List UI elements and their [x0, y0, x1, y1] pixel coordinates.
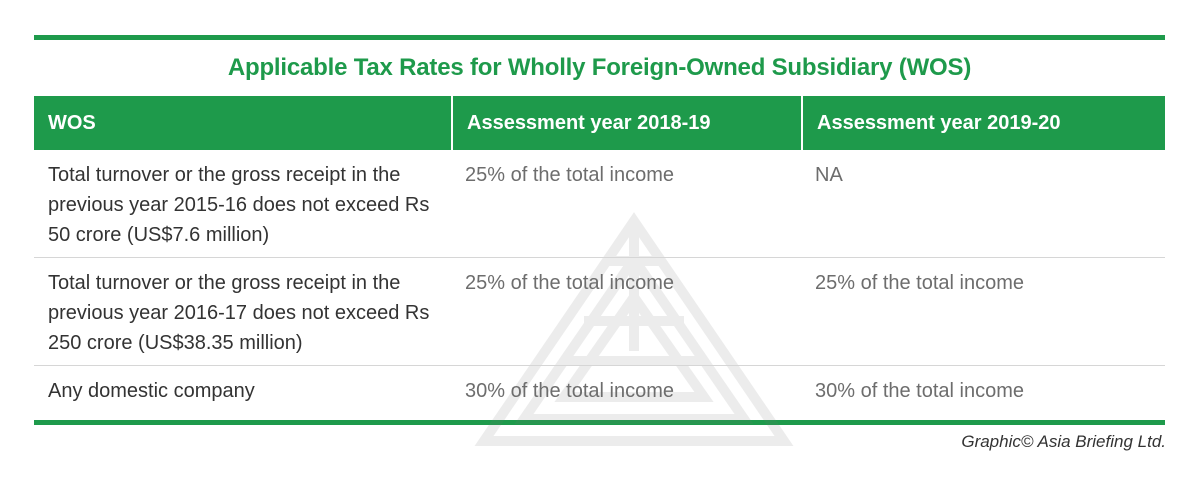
table-row: Total turnover or the gross receipt in t…: [34, 150, 1165, 258]
row-category: Total turnover or the gross receipt in t…: [48, 164, 430, 246]
table-header-row: WOS Assessment year 2018-19 Assessment y…: [34, 96, 1165, 150]
row-ay-2019-20-rate: NA: [815, 164, 843, 186]
tax-rate-table: WOS Assessment year 2018-19 Assessment y…: [34, 96, 1165, 446]
header-wos: WOS: [48, 111, 96, 134]
table-row: Any domestic company 30% of the total in…: [34, 366, 1165, 420]
asia-briefing-logo-watermark-icon: [474, 212, 794, 446]
table-row: Total turnover or the gross receipt in t…: [34, 258, 1165, 366]
row-ay-2018-19-rate: 25% of the total income: [465, 164, 675, 186]
graphic-title: Applicable Tax Rates for Wholly Foreign-…: [227, 54, 972, 81]
graphic-credit: Graphic© Asia Briefing Ltd.: [961, 432, 1166, 451]
header-ay-2019-20: Assessment year 2019-20: [801, 96, 1165, 150]
row-ay-2019-20-rate: 30% of the total income: [815, 380, 1025, 402]
row-category: Total turnover or the gross receipt in t…: [48, 272, 430, 354]
row-ay-2019-20-rate: 25% of the total income: [815, 272, 1025, 294]
row-ay-2018-19-rate: 30% of the total income: [465, 380, 675, 402]
bottom-rule: [34, 420, 1165, 425]
tax-rate-graphic: Applicable Tax Rates for Wholly Foreign-…: [34, 35, 1165, 446]
row-ay-2018-19-rate: 25% of the total income: [465, 272, 675, 294]
top-rule: [34, 35, 1165, 40]
row-category: Any domestic company: [48, 380, 255, 402]
header-ay-2018-19: Assessment year 2018-19: [451, 96, 801, 150]
